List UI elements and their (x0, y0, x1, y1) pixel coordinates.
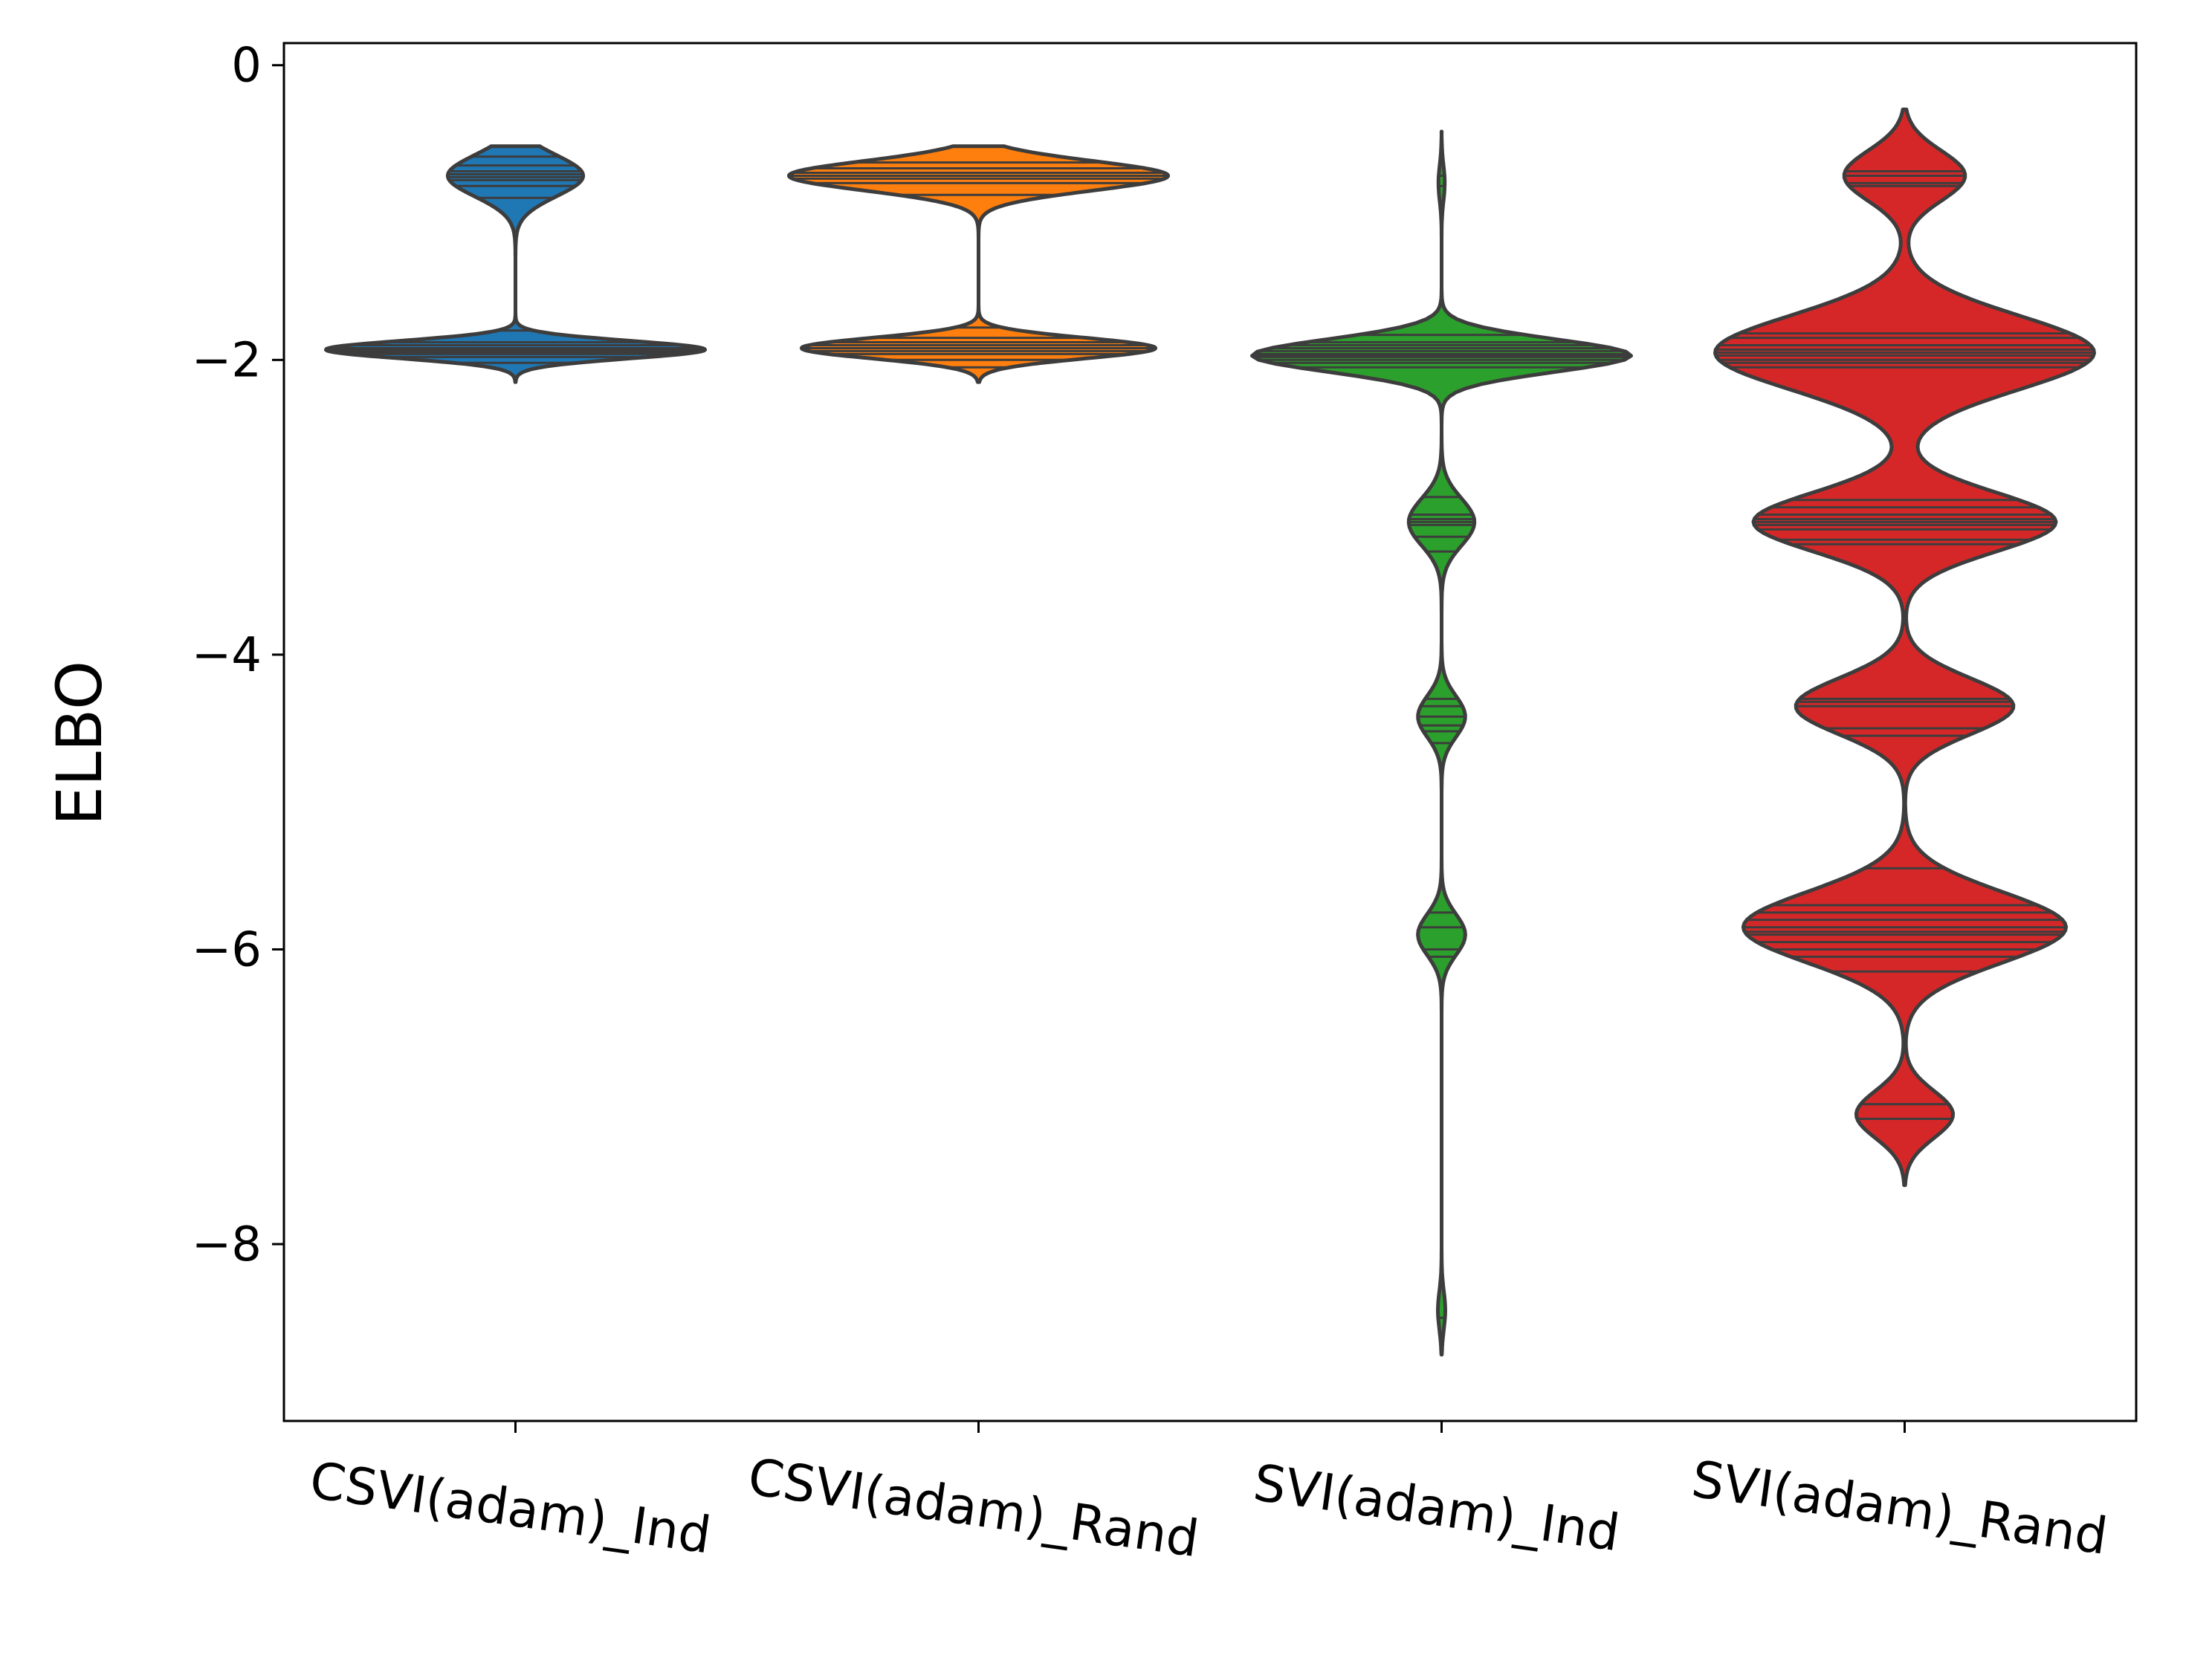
violin-body (324, 144, 707, 384)
violin-2 (787, 144, 1170, 384)
violin-3 (1250, 129, 1633, 1357)
x-tick-label: CSVI(adam)_Rand (745, 1448, 1203, 1569)
x-axis: CSVI(adam)_Ind CSVI(adam)_Rand SVI(adam)_I… (306, 1421, 2111, 1569)
y-axis-label: ELBO (43, 661, 116, 826)
violin-body (1713, 107, 2096, 1188)
y-tick-label: −8 (192, 1217, 262, 1272)
y-tick-label: −6 (192, 922, 262, 977)
violin-body (787, 144, 1170, 384)
violin-1 (324, 144, 707, 384)
x-tick-label: SVI(adam)_Rand (1688, 1450, 2111, 1567)
y-axis: 0 −2 −4 −6 −8 (192, 39, 284, 1272)
y-tick-label: −2 (192, 333, 262, 388)
axes-frame (282, 42, 2138, 1422)
y-tick-label: −4 (192, 628, 262, 683)
x-tick-label: SVI(adam)_Ind (1250, 1454, 1623, 1563)
x-tick-label: CSVI(adam)_Ind (306, 1451, 714, 1566)
y-tick-label: 0 (231, 39, 262, 94)
violin-layer (324, 107, 2096, 1357)
violin-4 (1713, 107, 2096, 1188)
